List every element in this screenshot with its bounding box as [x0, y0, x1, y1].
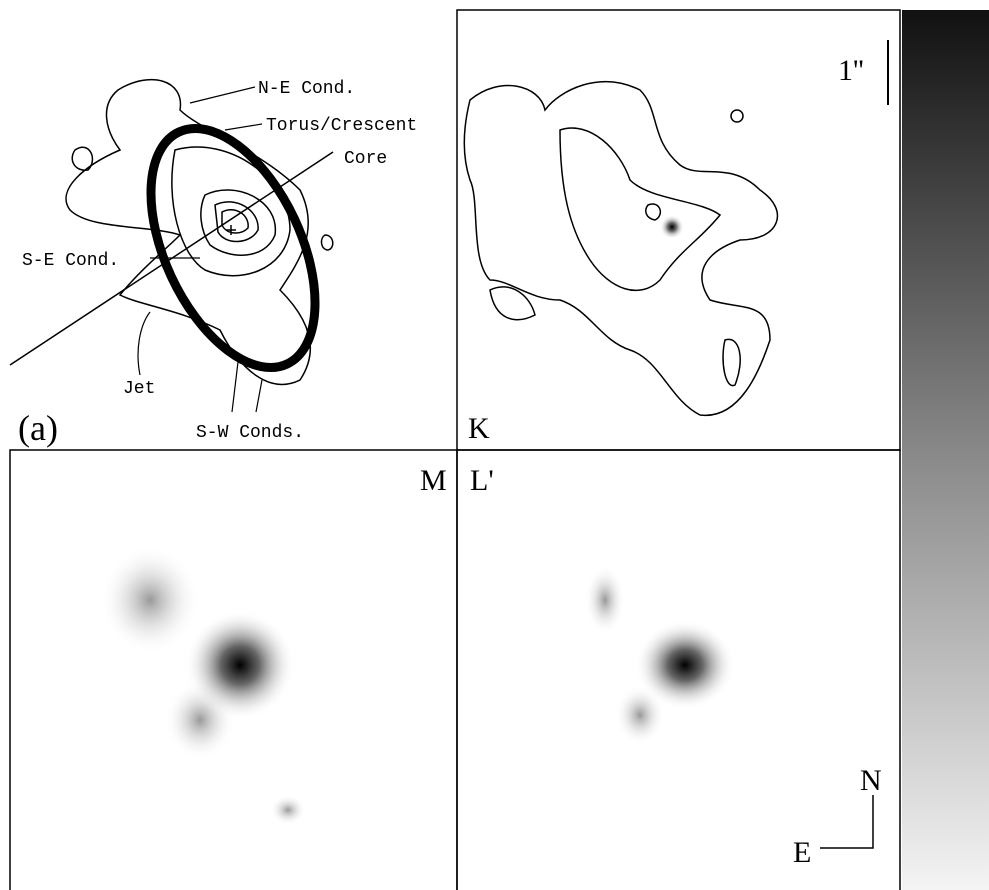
compass-east: E	[793, 836, 811, 869]
annotation: S-E Cond.	[22, 251, 119, 271]
panel-label: M	[420, 464, 447, 497]
annotation: Core	[344, 149, 387, 169]
panel-k: 1'' K	[464, 40, 888, 445]
figure: N-E Cond. Torus/Crescent Core S-E Cond. …	[0, 0, 989, 890]
intensity-bar	[902, 10, 989, 890]
panel-l: L' N E	[470, 464, 882, 869]
panel-m: M	[100, 464, 447, 825]
compass-north: N	[860, 764, 882, 797]
panel-a: N-E Cond. Torus/Crescent Core S-E Cond. …	[10, 79, 417, 448]
compass	[820, 795, 873, 848]
scale-label: 1''	[838, 54, 864, 87]
panel-frames	[10, 10, 900, 890]
annotation: Jet	[123, 379, 155, 399]
annotation: S-W Conds.	[196, 423, 304, 443]
panel-label: (a)	[18, 408, 58, 448]
panel-label: L'	[470, 464, 494, 497]
annotation: N-E Cond.	[258, 79, 355, 99]
panel-label: K	[468, 412, 490, 445]
annotation: Torus/Crescent	[266, 116, 417, 136]
